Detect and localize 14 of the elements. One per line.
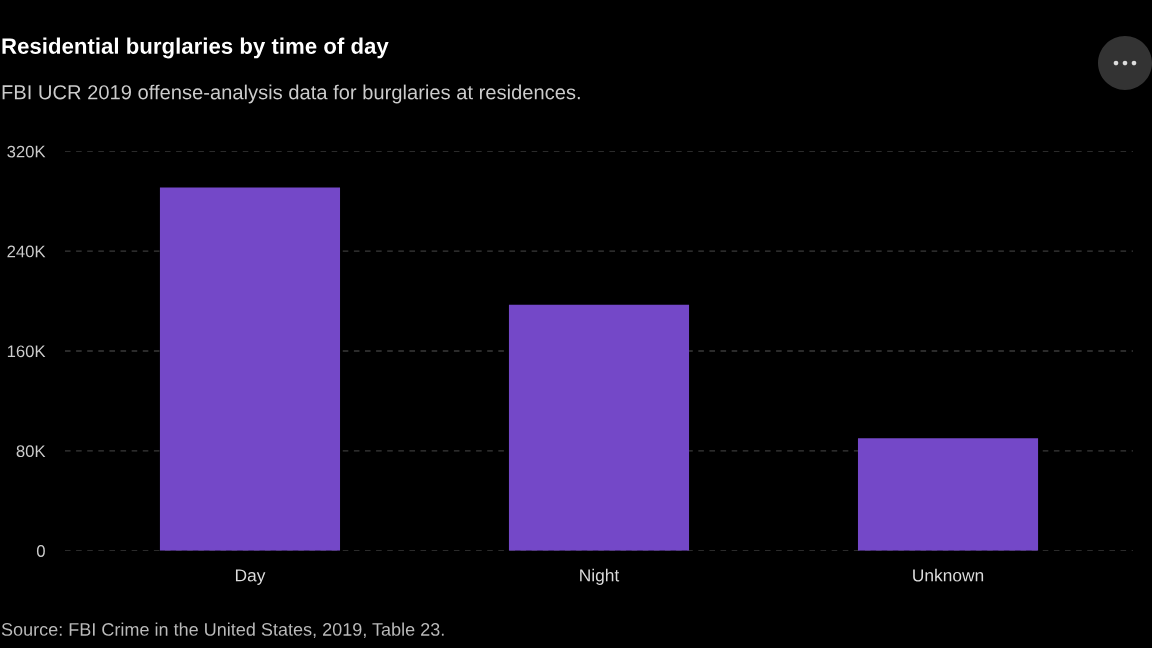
y-tick-label: 160K [7, 345, 46, 358]
y-tick-label: 320K [7, 145, 46, 158]
bar [508, 304, 690, 551]
y-tick-label: 240K [7, 245, 46, 258]
chart-subtitle: FBI UCR 2019 offense-analysis data for burglaries at residences. [2, 84, 580, 104]
x-tick-label: Unknown [913, 568, 984, 582]
x-tick-label: Day [235, 569, 266, 585]
y-tick-label: 0 [36, 545, 45, 557]
source-note: Source: FBI Crime in the United States, 2019, Table 23. [1, 622, 444, 638]
bar [159, 187, 341, 551]
chart-title: Residential burglaries by time of day [2, 37, 389, 59]
bar [857, 438, 1039, 551]
x-tick-label: Night [580, 568, 620, 585]
y-tick-label: 80K [16, 445, 46, 458]
